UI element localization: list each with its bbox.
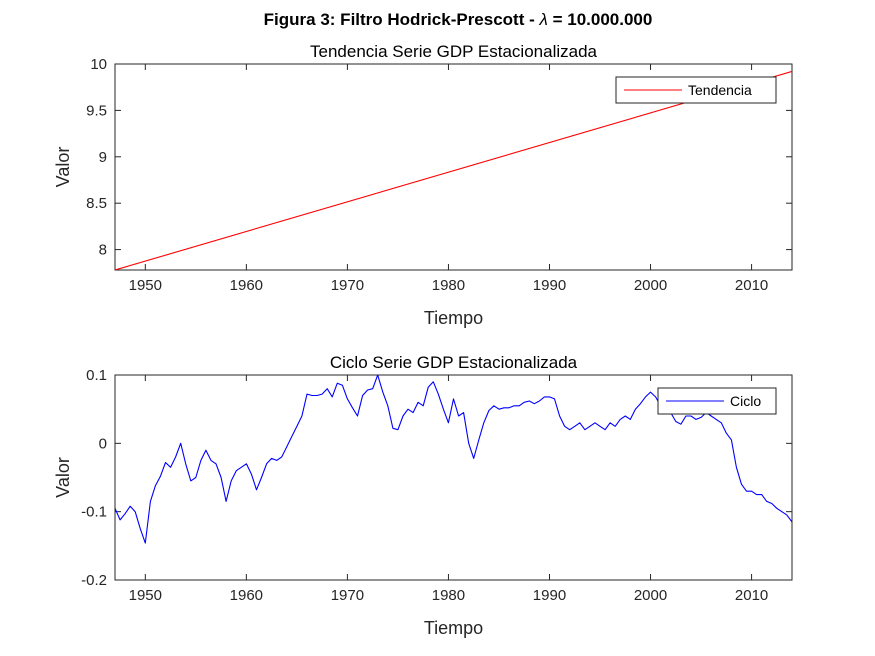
trend-x-axis-label: Tiempo (424, 308, 483, 328)
cycle-series-line (115, 375, 792, 544)
cycle-y-tick-label: -0.1 (81, 504, 107, 521)
cycle-x-tick-label: 2000 (634, 587, 667, 604)
cycle-y-tick-label: -0.2 (81, 572, 107, 589)
cycle-x-axis-label: Tiempo (424, 618, 483, 638)
cycle-x-tick-label: 1990 (533, 587, 566, 604)
cycle-x-tick-label: 1980 (432, 587, 465, 604)
trend-x-tick-label: 1980 (432, 277, 465, 294)
trend-legend-label: Tendencia (688, 82, 752, 98)
trend-y-tick-label: 8 (99, 242, 107, 259)
trend-x-tick-label: 1950 (129, 277, 162, 294)
cycle-panel: 1950 1960 1970 1980 1990 2000 2010 -0.2 -0.1 0 0.1… (53, 353, 793, 638)
trend-y-tick-label: 8.5 (86, 195, 107, 212)
trend-y-tick-label: 9.5 (86, 102, 107, 119)
trend-x-tick-label: 2000 (634, 277, 667, 294)
cycle-x-tick-label: 1960 (230, 587, 263, 604)
figure-title: Figura 3: Filtro Hodrick-Prescott - λ = … (264, 10, 653, 29)
trend-y-tick-label: 10 (90, 56, 107, 73)
cycle-x-tick-label: 1950 (129, 587, 162, 604)
cycle-y-tick-label: 0 (99, 435, 107, 452)
cycle-y-axis-label: Valor (53, 457, 73, 498)
trend-x-tick-label: 1960 (230, 277, 263, 294)
trend-panel: 1950 1960 1970 1980 1990 2000 2010 8 8.5 9 9.5 10 Te… (53, 42, 793, 328)
cycle-chart-title: Ciclo Serie GDP Estacionalizada (330, 353, 578, 372)
trend-x-tick-label: 1990 (533, 277, 566, 294)
cycle-y-tick-label: 0.1 (86, 367, 107, 384)
trend-x-tick-label: 1970 (331, 277, 364, 294)
cycle-x-tick-label: 1970 (331, 587, 364, 604)
trend-x-tick-label: 2010 (735, 277, 768, 294)
trend-y-axis-label: Valor (53, 147, 73, 188)
trend-series-line (115, 70, 792, 270)
trend-chart-title: Tendencia Serie GDP Estacionalizada (310, 42, 598, 61)
cycle-legend-label: Ciclo (730, 393, 761, 409)
trend-y-tick-label: 9 (99, 149, 107, 166)
cycle-x-tick-label: 2010 (735, 587, 768, 604)
